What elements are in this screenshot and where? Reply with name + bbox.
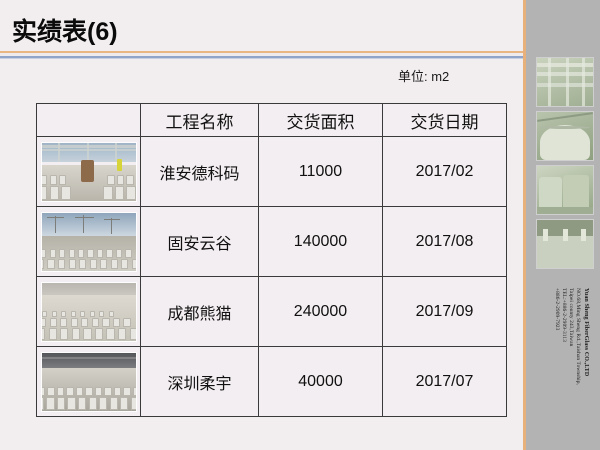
delivery-area-cell: 11000 [258, 136, 383, 207]
title-divider-orange [0, 51, 523, 53]
table-row: 深圳柔宇 40000 2017/07 [36, 346, 507, 417]
column-header-area: 交货面积 [258, 103, 383, 137]
table-header-row: 工程名称 交货面积 交货日期 [36, 103, 507, 137]
sidebar-photo-tank-farm [536, 165, 594, 215]
sidebar-photo-tank-interior-roof [536, 57, 594, 107]
project-name-cell: 成都熊猫 [140, 276, 259, 347]
sidebar-accent-strip [523, 0, 526, 450]
sidebar-company-info: Yuan Sheng FiberGlass CO.,LTD NO.68,Ming… [543, 288, 589, 428]
table-row: 淮安德科码 11000 2017/02 [36, 136, 507, 207]
company-tel-line: TEL:+886-2-2909-3113 [561, 288, 567, 342]
project-thumbnail-cell [36, 206, 141, 277]
project-name-cell: 深圳柔宇 [140, 346, 259, 417]
sidebar-photo-list [536, 57, 594, 273]
right-sidebar: Yuan Sheng FiberGlass CO.,LTD NO.68,Ming… [523, 0, 600, 450]
unit-label: 单位: m2 [398, 69, 450, 84]
company-city-line: Taipei county 243,Taiwan [568, 288, 574, 347]
title-area: 实绩表(6) [0, 0, 523, 59]
delivery-date-cell: 2017/07 [382, 346, 507, 417]
table-row: 固安云谷 140000 2017/08 [36, 206, 507, 277]
project-photo-chengdu-xiongmao [40, 281, 137, 342]
column-header-date: 交货日期 [382, 103, 507, 137]
column-header-project: 工程名称 [140, 103, 259, 137]
company-address-line: NO.68,Ming Sheng Rd.,Taishan Township, [575, 288, 581, 385]
table-row: 成都熊猫 240000 2017/09 [36, 276, 507, 347]
company-tel-alt-line: +886-2-2909-7923 [554, 288, 560, 331]
project-thumbnail-cell [36, 136, 141, 207]
sidebar-photo-tank-top-exterior [536, 111, 594, 161]
project-photo-guan-yungu [40, 211, 137, 272]
project-name-cell: 淮安德科码 [140, 136, 259, 207]
delivery-date-cell: 2017/09 [382, 276, 507, 347]
column-header-photo [36, 103, 141, 137]
company-name-line: Yuan Sheng FiberGlass CO.,LTD [583, 288, 589, 377]
delivery-area-cell: 140000 [258, 206, 383, 277]
sidebar-photo-plant-floor [536, 219, 594, 269]
project-photo-huaian-dekema [40, 141, 137, 202]
title-divider-gap [0, 53, 523, 56]
project-name-cell: 固安云谷 [140, 206, 259, 277]
performance-table: 工程名称 交货面积 交货日期 [36, 103, 507, 417]
delivery-area-cell: 240000 [258, 276, 383, 347]
project-thumbnail-cell [36, 276, 141, 347]
project-photo-shenzhen-rouyu [40, 351, 137, 412]
title-divider-blue [0, 56, 523, 58]
delivery-date-cell: 2017/08 [382, 206, 507, 277]
delivery-date-cell: 2017/02 [382, 136, 507, 207]
title-divider-blue-light [0, 58, 523, 59]
delivery-area-cell: 40000 [258, 346, 383, 417]
page-title: 实绩表(6) [12, 18, 118, 46]
project-thumbnail-cell [36, 346, 141, 417]
